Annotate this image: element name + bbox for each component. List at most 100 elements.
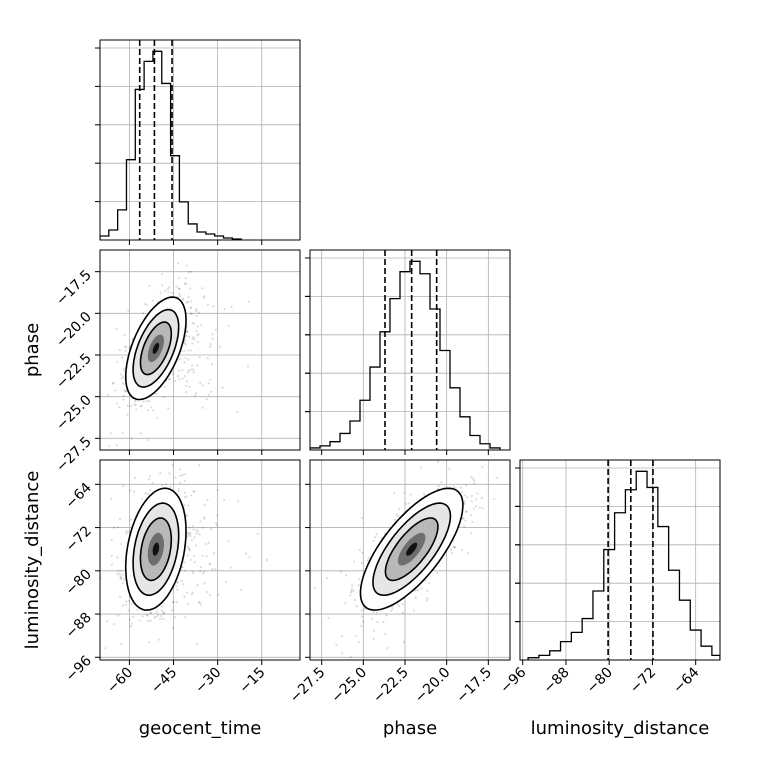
scatter-phase-luminosity_distance-point [397,507,401,510]
ytick-label-luminosity_distance: −96 [63,653,95,685]
scatter-geocent_time-phase-point [173,380,177,383]
scatter-geocent_time-phase-point [176,375,180,378]
scatter-geocent_time-phase-point [198,356,201,359]
scatter-phase-luminosity_distance-point [473,479,476,482]
scatter-geocent_time-luminosity_distance-point [182,583,185,586]
scatter-phase-luminosity_distance-point [470,476,473,479]
scatter-geocent_time-phase-point [164,289,167,292]
scatter-geocent_time-luminosity_distance-point [132,490,136,493]
scatter-geocent_time-phase-point [167,286,171,289]
scatter-phase-luminosity_distance-point [450,548,453,551]
scatter-geocent_time-luminosity_distance-point [206,498,209,501]
scatter-geocent_time-luminosity_distance-point [171,626,174,630]
scatter-phase-luminosity_distance-point [425,599,429,602]
scatter-geocent_time-phase-point [186,300,189,304]
scatter-geocent_time-luminosity_distance-point [144,492,147,495]
scatter-phase-luminosity_distance-point [448,467,451,470]
scatter-geocent_time-luminosity_distance-point [188,526,191,529]
scatter-phase-luminosity_distance-point [452,485,455,488]
scatter-geocent_time-phase-point [194,391,198,394]
scatter-geocent_time-phase-point [115,444,118,447]
scatter-geocent_time-luminosity_distance-point [104,647,107,650]
scatter-geocent_time-luminosity_distance-point [198,464,201,467]
scatter-geocent_time-phase-point [187,349,190,352]
scatter-geocent_time-luminosity_distance-point [156,614,160,617]
scatter-geocent_time-luminosity_distance-point [203,503,206,507]
scatter-geocent_time-phase-point [196,364,199,367]
scatter-geocent_time-phase-point [236,410,239,414]
scatter-geocent_time-phase-point [124,390,128,393]
scatter-geocent_time-phase-point [142,312,145,315]
scatter-geocent_time-phase-point [185,301,188,304]
scatter-geocent_time-luminosity_distance-frame [99,459,301,661]
scatter-phase-luminosity_distance-point [350,591,353,594]
scatter-phase-luminosity_distance-point [454,486,457,490]
scatter-phase-luminosity_distance-point [481,507,484,510]
scatter-geocent_time-luminosity_distance-point [161,609,164,612]
scatter-phase-luminosity_distance-point [350,656,353,659]
scatter-geocent_time-phase-point [109,432,113,435]
scatter-phase-luminosity_distance-point [366,559,369,562]
scatter-geocent_time-luminosity_distance-point [201,572,204,575]
scatter-geocent_time-luminosity_distance-point [183,479,186,482]
scatter-geocent_time-phase-point [199,381,202,384]
scatter-geocent_time-luminosity_distance-point [207,541,211,544]
scatter-phase-luminosity_distance-point [373,536,377,539]
scatter-phase-luminosity_distance-point [392,492,396,495]
scatter-geocent_time-phase-point [145,303,148,306]
scatter-geocent_time-phase-point [121,382,125,385]
scatter-geocent_time-luminosity_distance-point [183,595,186,598]
scatter-geocent_time-luminosity_distance-point [193,555,196,558]
scatter-phase-luminosity_distance-point [360,624,363,628]
scatter-geocent_time-luminosity_distance-fill-4 [152,542,160,556]
scatter-geocent_time-phase-point [116,360,119,363]
scatter-geocent_time-luminosity_distance-point [179,481,182,484]
scatter-phase-luminosity_distance-point [409,493,412,496]
scatter-geocent_time-luminosity_distance-point [159,472,162,475]
scatter-geocent_time-luminosity_distance-point [149,611,152,614]
scatter-geocent_time-phase-point [191,364,194,367]
xtick-label-phase: −17.5 [454,665,496,707]
scatter-geocent_time-phase-point [161,284,164,287]
scatter-geocent_time-phase-point [186,371,189,374]
scatter-geocent_time-phase-point [148,399,151,403]
scatter-geocent_time-luminosity_distance-point [147,620,150,623]
scatter-phase-luminosity_distance-contour-1 [372,502,452,596]
scatter-phase-luminosity_distance-point [367,556,370,559]
scatter-geocent_time-phase-contour-2 [139,321,173,376]
scatter-geocent_time-phase-point [195,308,198,311]
scatter-geocent_time-luminosity_distance-point [122,485,125,488]
scatter-geocent_time-luminosity_distance-point [203,570,206,573]
scatter-phase-luminosity_distance-contour-2 [384,517,439,582]
scatter-geocent_time-phase-point [118,406,121,409]
scatter-geocent_time-luminosity_distance-point [116,573,119,576]
scatter-phase-luminosity_distance-point [396,603,400,606]
hist-luminosity_distance-grid [515,460,720,660]
scatter-phase-luminosity_distance-point [326,577,329,580]
scatter-geocent_time-luminosity_distance-point [198,601,201,604]
xlabel-geocent_time: geocent_time [139,718,262,739]
scatter-geocent_time-luminosity_distance-point [177,488,180,491]
scatter-geocent_time-phase-point [185,390,188,394]
scatter-geocent_time-luminosity_distance-point [160,614,163,618]
scatter-geocent_time-phase-point [192,371,195,374]
hist-phase-grid [305,250,510,450]
scatter-geocent_time-phase-point [146,439,149,442]
scatter-geocent_time-luminosity_distance-point [189,534,192,538]
scatter-geocent_time-phase-point [150,406,153,409]
scatter-geocent_time-luminosity_distance-point [126,530,130,533]
scatter-geocent_time-phase-point [201,406,204,409]
scatter-geocent_time-phase-point [178,369,181,372]
scatter-geocent_time-luminosity_distance-point [119,595,122,599]
scatter-phase-luminosity_distance-point [461,490,464,494]
scatter-phase-luminosity_distance-point [357,641,360,644]
scatter-phase-luminosity_distance-marks [313,460,510,659]
scatter-geocent_time-luminosity_distance-point [128,618,131,621]
scatter-geocent_time-phase-point [185,329,189,333]
scatter-phase-luminosity_distance-point [412,609,416,612]
scatter-geocent_time-luminosity_distance-point [141,498,144,501]
scatter-geocent_time-phase-point [134,403,137,407]
scatter-geocent_time-luminosity_distance-point [214,567,217,571]
hist-luminosity_distance-step [527,470,720,660]
scatter-geocent_time-phase-point [151,299,154,302]
